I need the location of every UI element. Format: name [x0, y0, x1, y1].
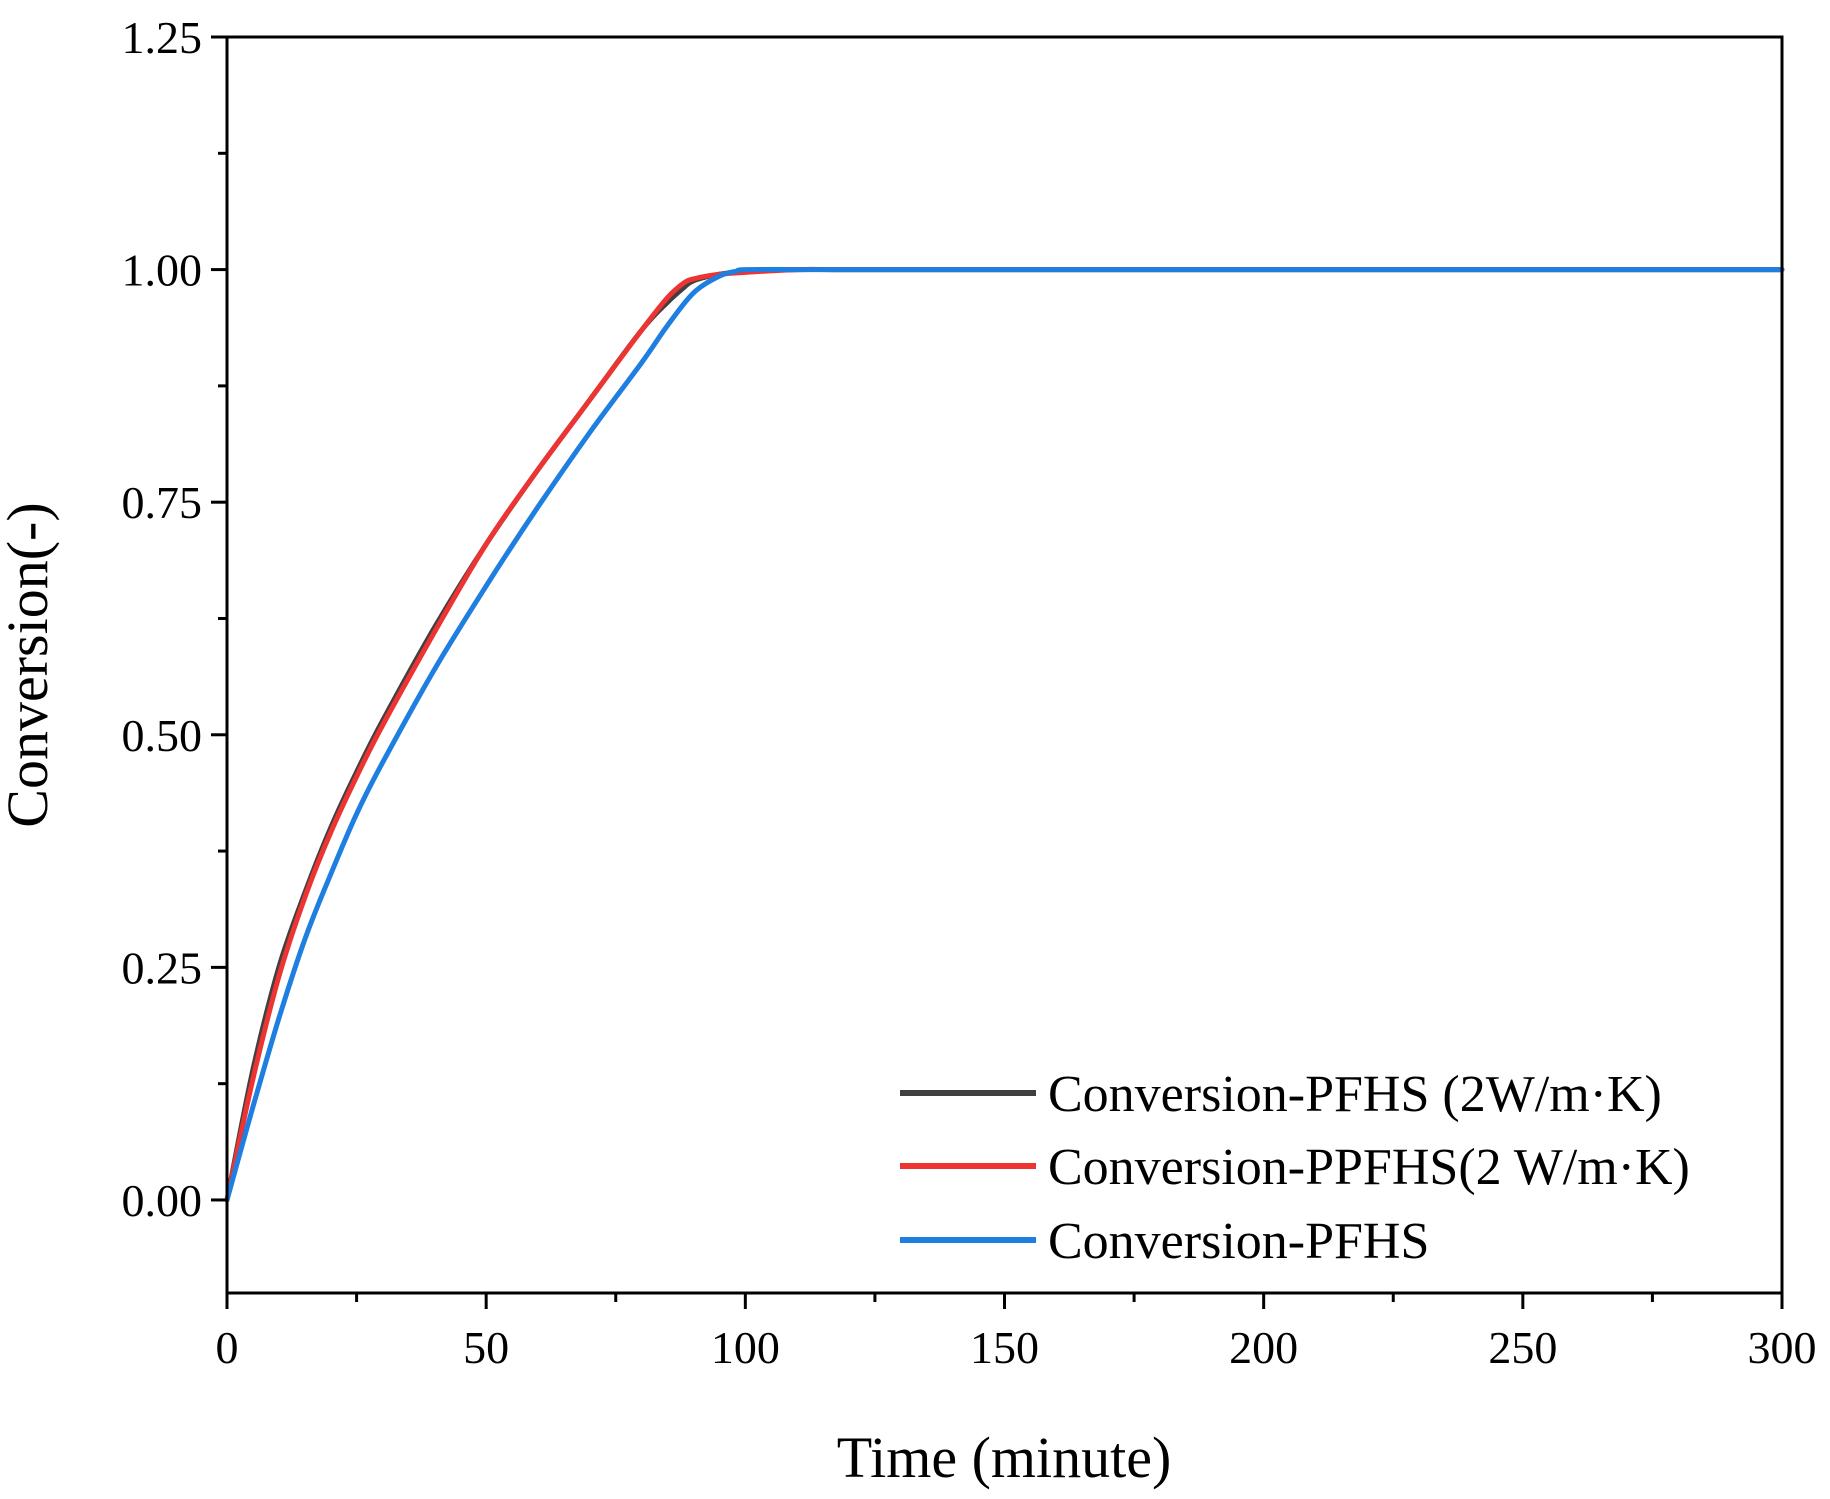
- legend: Conversion-PFHS (2W/m·K) Conversion-PPFH…: [900, 1066, 1690, 1270]
- y-tick-label: 0.00: [122, 1175, 203, 1226]
- x-axis-title: Time (minute): [837, 1425, 1172, 1490]
- x-tick-label: 200: [1229, 1322, 1298, 1373]
- legend-label-pfhs: Conversion-PFHS: [1048, 1213, 1429, 1270]
- x-tick-label: 0: [216, 1322, 239, 1373]
- labels-layer: 0 50 100 150 200 250 300 0.00 0.25 0.50 0.75 1.00 1.…: [122, 12, 1817, 1373]
- x-tick-label: 50: [463, 1322, 509, 1373]
- series-layer: [224, 266, 1785, 1203]
- y-tick-label: 0.50: [122, 710, 203, 761]
- y-tick-label: 1.25: [122, 12, 203, 63]
- series-line-pfhs: [224, 266, 1785, 1203]
- y-tick-label: 1.00: [122, 245, 203, 296]
- y-axis-title: Conversion(-): [0, 502, 60, 827]
- legend-label-ppfhs-2w: Conversion-PPFHS(2 W/m·K): [1048, 1139, 1690, 1196]
- y-tick-label: 0.25: [122, 942, 203, 993]
- x-tick-label: 100: [711, 1322, 780, 1373]
- x-tick-label: 250: [1488, 1322, 1557, 1373]
- ticks-layer: [211, 35, 1784, 1309]
- legend-label-pfhs-2w: Conversion-PFHS (2W/m·K): [1048, 1066, 1662, 1123]
- series-line-ppfhs-2w: [224, 266, 1785, 1203]
- x-tick-label: 150: [970, 1322, 1039, 1373]
- x-tick-label: 300: [1748, 1322, 1817, 1373]
- series-line-pfhs-2w: [224, 266, 1785, 1203]
- y-tick-label: 0.75: [122, 477, 203, 528]
